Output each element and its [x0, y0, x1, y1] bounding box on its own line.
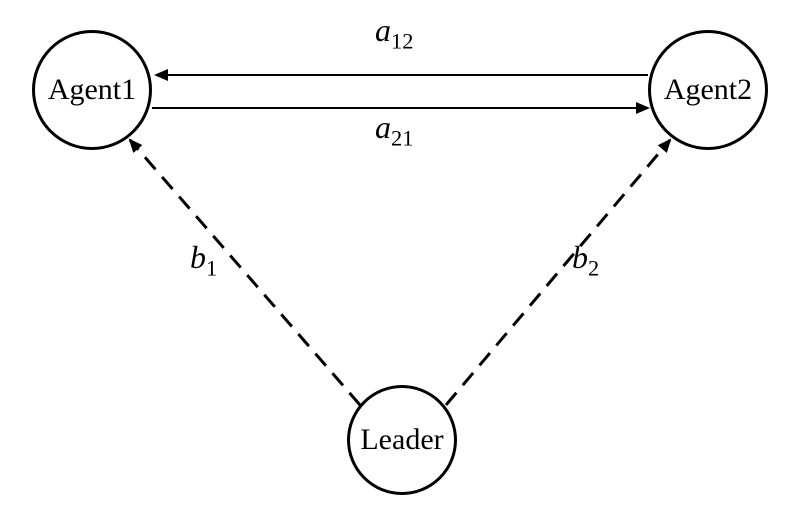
edge-label-var: b: [572, 239, 588, 275]
edge-label-sub: 12: [391, 28, 413, 53]
edge-label-sub: 2: [588, 255, 599, 280]
node-agent2: Agent2: [648, 30, 768, 150]
edge-label-a12: a12: [375, 12, 413, 54]
edge-label-b1: b1: [190, 239, 217, 281]
node-label: Leader: [360, 423, 443, 457]
edge-label-var: a: [375, 12, 391, 48]
edge-label-sub: 21: [391, 125, 413, 150]
edge-b2: [446, 140, 670, 405]
node-leader: Leader: [347, 385, 457, 495]
node-label: Agent2: [664, 73, 752, 107]
edge-b1: [130, 140, 360, 405]
edge-label-var: a: [375, 109, 391, 145]
node-agent1: Agent1: [32, 30, 152, 150]
node-label: Agent1: [48, 73, 136, 107]
edge-label-b2: b2: [572, 239, 599, 281]
edge-label-a21: a21: [375, 109, 413, 151]
edge-label-sub: 1: [206, 255, 217, 280]
edge-label-var: b: [190, 239, 206, 275]
